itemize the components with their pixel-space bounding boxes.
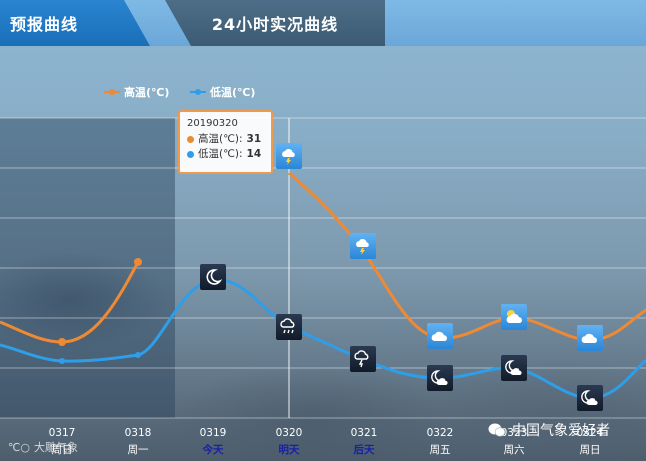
- tab-bar: 预报曲线 24小时实况曲线: [0, 0, 646, 46]
- watermark-left: ℃○ 大雕气象: [8, 439, 78, 455]
- x-day-label: 周日: [51, 444, 73, 456]
- night-cloudy-icon: [577, 385, 603, 411]
- x-date-label: 0318: [124, 427, 152, 439]
- thunderstorm-icon: [350, 233, 376, 259]
- legend-low-label: 低温(℃): [210, 86, 256, 99]
- x-day-label: 今天: [202, 444, 224, 456]
- high-temp-line-past: [0, 261, 140, 344]
- legend-high[interactable]: 高温(℃): [104, 84, 169, 100]
- x-day-label: 周六: [503, 444, 525, 456]
- partly-cloudy-icon: [501, 304, 527, 330]
- thunderstorm-icon: [276, 143, 302, 169]
- x-date-label: 0317: [48, 427, 76, 439]
- cloudy-icon: [427, 323, 453, 349]
- watermark-text: 中国气象爱好者: [512, 423, 610, 439]
- x-day-label: 明天: [278, 444, 300, 456]
- legend-low-swatch: [190, 89, 206, 95]
- x-date-label: 0321: [350, 427, 378, 439]
- tab-forecast-curve[interactable]: 预报曲线: [0, 0, 150, 46]
- tooltip-high-row: 高温(℃): 31: [187, 132, 264, 147]
- high-temp-line-future: [288, 171, 646, 342]
- thunderstorm-icon: [350, 346, 376, 372]
- wm-logo-icon: ℃○: [8, 440, 30, 454]
- high-temp-point[interactable]: [134, 258, 142, 266]
- low-temp-point[interactable]: [135, 352, 141, 358]
- low-temp-line: [0, 278, 646, 400]
- tooltip-date: 20190320: [187, 118, 238, 129]
- chart-legend: 高温(℃) 低温(℃): [0, 84, 646, 100]
- x-day-label: 周日: [579, 444, 601, 456]
- tab-24h-label: 24小时实况曲线: [211, 15, 339, 34]
- tooltip-high-dot: [187, 136, 194, 143]
- night-clear-icon: [200, 264, 226, 290]
- x-day-label: 周一: [127, 444, 149, 456]
- chart-tooltip: 20190320 高温(℃): 31 低温(℃): 14: [178, 110, 273, 174]
- x-date-label: 0320: [275, 427, 303, 439]
- tooltip-high-value: 31: [246, 133, 262, 145]
- cloudy-icon: [577, 325, 603, 351]
- wm-left-text: 大雕气象: [33, 441, 78, 454]
- x-day-label: 周五: [429, 444, 451, 456]
- legend-high-label: 高温(℃): [124, 86, 170, 99]
- x-date-label: 0319: [199, 427, 227, 439]
- low-temp-point[interactable]: [59, 358, 65, 364]
- x-date-label: 0324: [576, 427, 604, 439]
- tab-forecast-label: 预报曲线: [10, 15, 79, 34]
- tooltip-low-dot: [187, 151, 194, 158]
- rain-icon: [276, 314, 302, 340]
- past-days-shade: [0, 118, 175, 418]
- wechat-icon: [488, 423, 506, 437]
- watermark: 中国气象爱好者: [488, 420, 610, 440]
- x-date-label: 0322: [426, 427, 454, 439]
- x-day-label: 后天: [353, 444, 375, 456]
- tooltip-low-value: 14: [246, 148, 262, 160]
- legend-high-swatch: [104, 89, 120, 95]
- legend-low[interactable]: 低温(℃): [190, 84, 255, 100]
- tooltip-high-label: 高温(℃):: [198, 133, 243, 145]
- grid-lines: [0, 117, 646, 419]
- x-date-label: 0323: [500, 427, 528, 439]
- tooltip-low-row: 低温(℃): 14: [187, 147, 264, 162]
- night-cloudy-icon: [501, 355, 527, 381]
- tab-24h-observation[interactable]: 24小时实况曲线: [165, 0, 385, 46]
- night-cloudy-icon: [427, 365, 453, 391]
- high-temp-point[interactable]: [58, 338, 66, 346]
- tooltip-low-label: 低温(℃):: [198, 148, 243, 160]
